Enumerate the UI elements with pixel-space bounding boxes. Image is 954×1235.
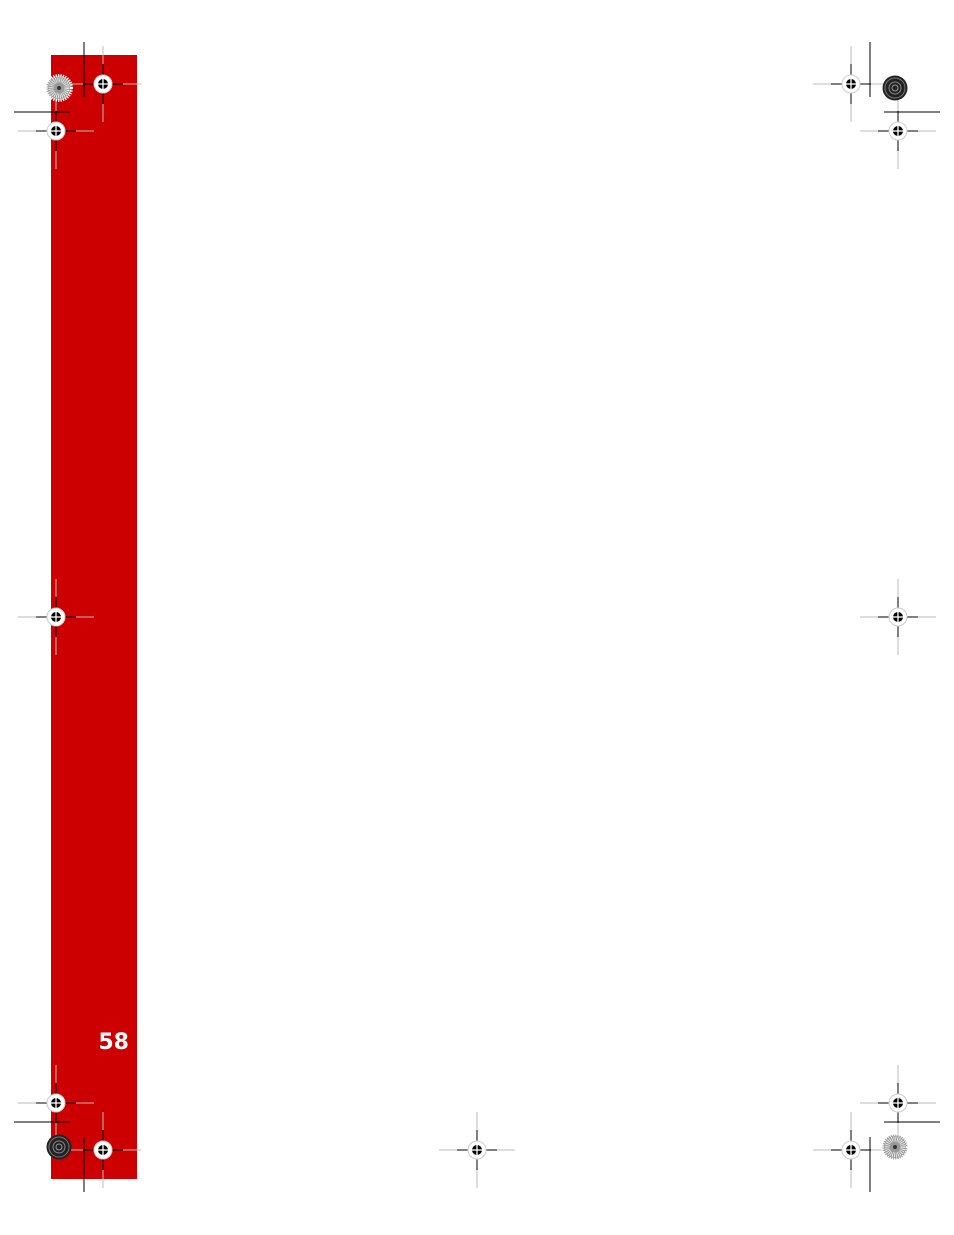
crosshair-target-icon	[17, 578, 95, 656]
crosshair-target-icon	[17, 1064, 95, 1142]
crosshair-target-icon	[859, 578, 937, 656]
starburst-icon	[46, 1134, 72, 1160]
starburst-icon	[882, 75, 908, 101]
crosshair-target-icon	[64, 45, 142, 123]
crosshair-target-icon	[812, 45, 890, 123]
crosshair-target-icon	[859, 92, 937, 170]
crosshair-target-icon	[438, 1111, 516, 1189]
crosshair-target-icon	[64, 1111, 142, 1189]
crosshair-target-icon	[812, 1111, 890, 1189]
starburst-icon	[883, 1135, 908, 1160]
crosshair-target-icon	[859, 1064, 937, 1142]
page-number: 58	[98, 1030, 129, 1055]
crosshair-target-icon	[17, 92, 95, 170]
starburst-icon	[47, 76, 72, 101]
